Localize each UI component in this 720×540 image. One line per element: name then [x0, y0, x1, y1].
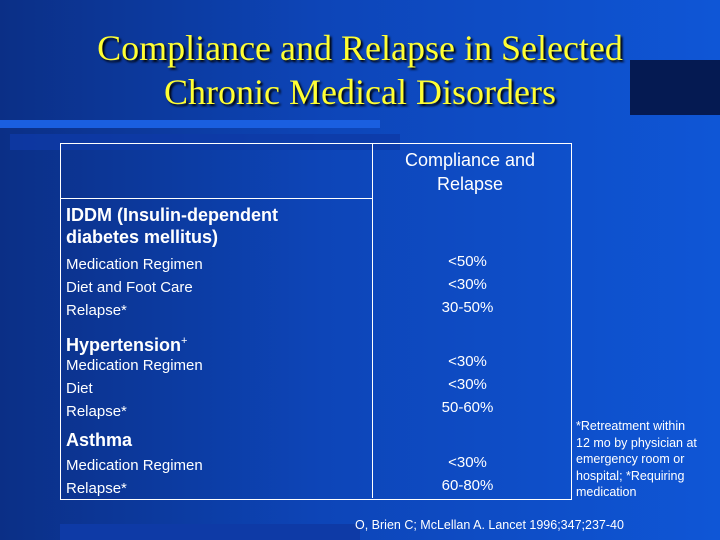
list-item: Diet	[66, 380, 93, 397]
table-divider-horizontal	[60, 198, 372, 199]
section-hypertension: Hypertension+	[66, 335, 188, 355]
decor-block	[630, 60, 720, 115]
value-cell: 30-50%	[441, 299, 494, 316]
iddm-values: <50% <30% 30-50%	[380, 250, 555, 319]
list-item: Relapse*	[66, 480, 127, 497]
decor-bar	[0, 120, 380, 128]
title-line-1: Compliance and Relapse in Selected	[97, 28, 623, 68]
hypertension-values: <30% <30% 50-60%	[380, 350, 555, 419]
decor-bar	[60, 524, 360, 540]
value-cell: <30%	[448, 454, 487, 471]
citation: O, Brien C; McLellan A. Lancet 1996;347;…	[355, 518, 624, 532]
section-asthma: Asthma	[66, 430, 133, 450]
title-line-2: Chronic Medical Disorders	[164, 72, 556, 112]
value-cell: 50-60%	[441, 399, 494, 416]
list-item: Relapse*	[66, 302, 127, 319]
asthma-values: <30% 60-80%	[380, 451, 555, 497]
value-cell: <30%	[448, 276, 487, 293]
table-frame	[60, 143, 572, 500]
value-cell: <50%	[448, 253, 487, 270]
decor-bar	[10, 134, 400, 150]
asthma-items: Medication Regimen Relapse*	[66, 454, 203, 500]
iddm-items: Medication Regimen Diet and Foot Care Re…	[66, 253, 203, 322]
list-item: Medication Regimen	[66, 357, 203, 374]
list-item: Medication Regimen	[66, 256, 203, 273]
slide-title: Compliance and Relapse in Selected Chron…	[0, 26, 720, 114]
section-iddm: IDDM (Insulin-dependent diabetes mellitu…	[66, 205, 278, 247]
value-cell: <30%	[448, 353, 487, 370]
list-item: Diet and Foot Care	[66, 279, 193, 296]
table-divider-vertical	[372, 143, 373, 498]
footnote: *Retreatment within 12 mo by physician a…	[576, 419, 697, 499]
value-cell: <30%	[448, 376, 487, 393]
list-item: Medication Regimen	[66, 457, 203, 474]
hypertension-items: Medication Regimen Diet Relapse*	[66, 354, 203, 423]
list-item: Relapse*	[66, 403, 127, 420]
value-cell: 60-80%	[441, 477, 494, 494]
column-header: Compliance and Relapse	[404, 150, 536, 194]
